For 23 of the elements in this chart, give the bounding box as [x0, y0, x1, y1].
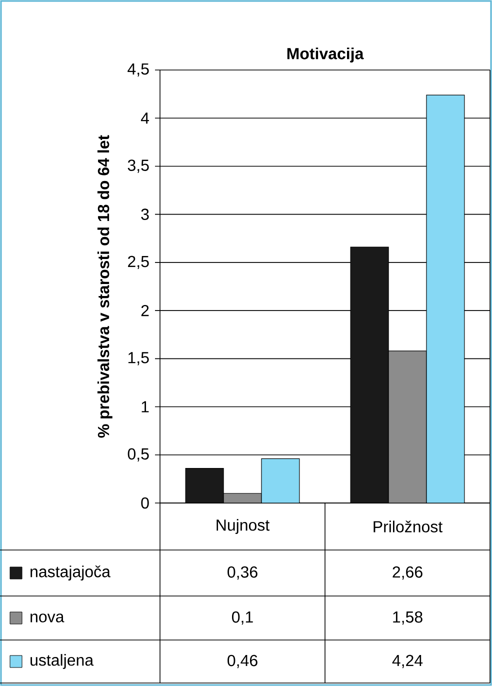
y-tick-label: 0,5	[128, 448, 149, 462]
data-label: 0,1	[232, 611, 253, 625]
y-tick-label: 3,5	[128, 160, 149, 173]
y-tick-label: 4,5	[128, 63, 149, 77]
data-label: 0,46	[228, 654, 258, 668]
legend-label: ustaljena	[30, 654, 94, 669]
y-axis-title: % prebivalstva v starosti od 18 do 64 let	[97, 135, 112, 438]
y-tick-label: 1	[142, 401, 149, 412]
data-label: 4,24	[392, 654, 423, 668]
data-label: 2,66	[392, 566, 422, 580]
y-tick-label: 4	[140, 112, 150, 124]
legend-label: nova	[30, 614, 64, 622]
chart-title: Motivacija	[287, 48, 364, 62]
x-tick-label: Nujnost	[216, 519, 270, 534]
legend-label: nastajajoča	[30, 566, 110, 580]
y-tick-label: 0	[141, 497, 149, 509]
data-label: 0,36	[228, 566, 258, 580]
y-tick-label: 2	[141, 304, 149, 316]
data-label: 1,58	[393, 611, 422, 625]
y-tick-label: 1,5	[128, 352, 149, 366]
x-tick-label: Priložnost	[374, 520, 442, 532]
y-tick-label: 3	[141, 208, 149, 220]
y-tick-label: 2,5	[128, 256, 149, 270]
